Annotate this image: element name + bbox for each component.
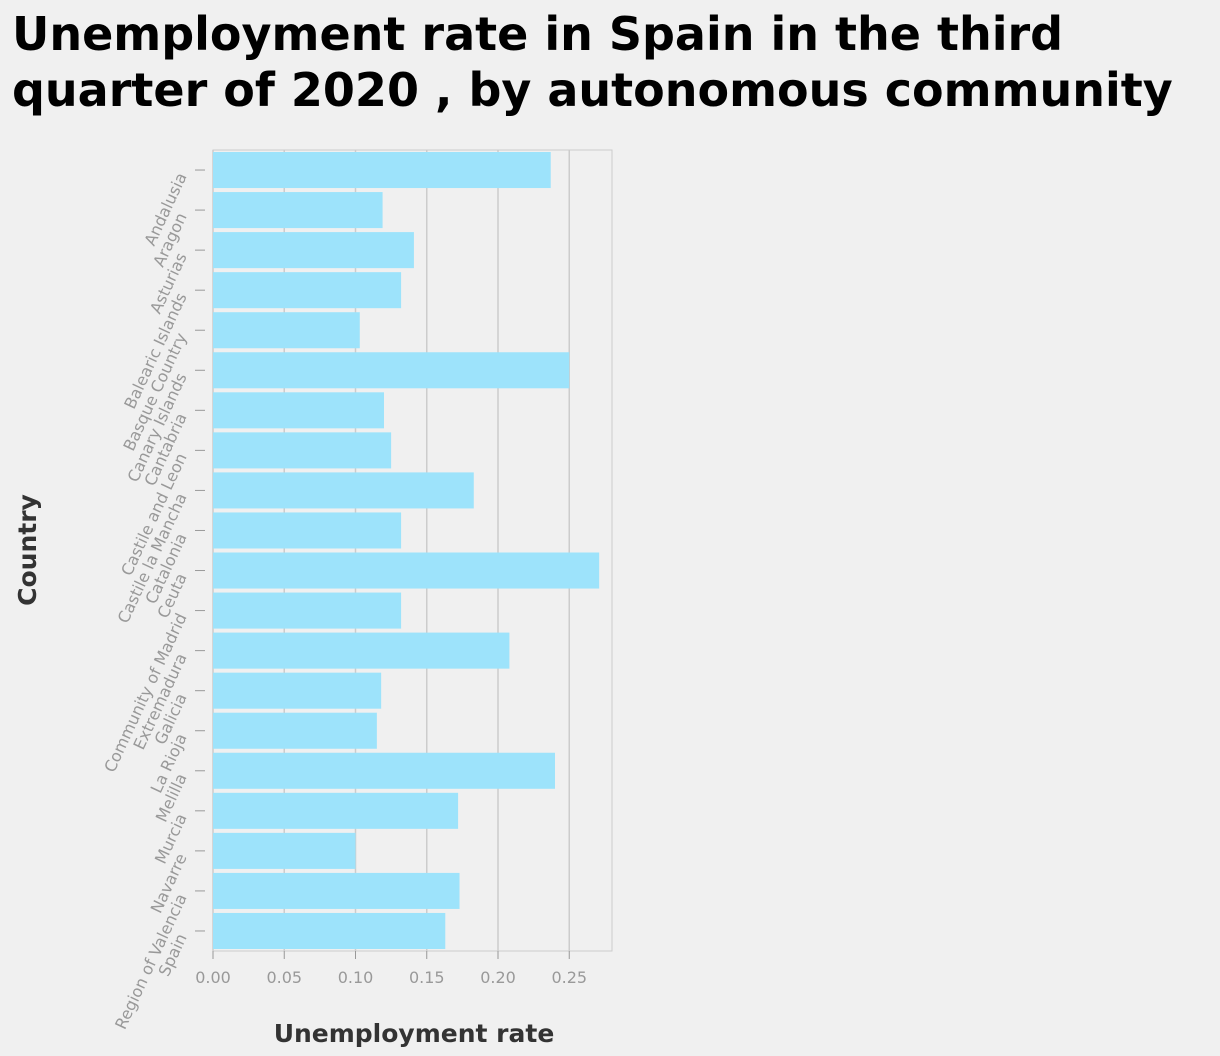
bars bbox=[213, 152, 600, 949]
bar-extremadura bbox=[213, 632, 510, 669]
bar-ceuta bbox=[213, 552, 600, 589]
bar-asturias bbox=[213, 232, 414, 269]
y-axis-title: Country bbox=[13, 494, 42, 606]
x-tick-label: 0.25 bbox=[551, 968, 587, 987]
bar-melilla bbox=[213, 752, 555, 789]
bar-spain bbox=[213, 912, 446, 949]
bar-region-of-valencia bbox=[213, 872, 460, 909]
bar-castile-and-leon bbox=[213, 432, 392, 469]
x-tick-label: 0.20 bbox=[480, 968, 516, 987]
bar-community-of-madrid bbox=[213, 592, 402, 629]
bar-galicia bbox=[213, 672, 382, 709]
bar-murcia bbox=[213, 792, 459, 829]
bar-castile-la-mancha bbox=[213, 472, 474, 509]
bar-balearic-islands bbox=[213, 272, 402, 309]
bar-andalusia bbox=[213, 152, 551, 189]
bar-canary-islands bbox=[213, 352, 570, 389]
bar-navarre bbox=[213, 832, 356, 869]
bar-catalonia bbox=[213, 512, 402, 549]
x-tick-label: 0.00 bbox=[195, 968, 231, 987]
chart-title: Unemployment rate in Spain in the third … bbox=[12, 7, 1173, 117]
x-axis-ticks: 0.00 0.05 0.10 0.15 0.20 0.25 bbox=[195, 951, 587, 987]
bar-cantabria bbox=[213, 392, 384, 429]
x-tick-label: 0.15 bbox=[409, 968, 445, 987]
x-axis-title: Unemployment rate bbox=[274, 1019, 555, 1048]
x-tick-label: 0.10 bbox=[338, 968, 374, 987]
bar-basque-country bbox=[213, 312, 360, 349]
x-tick-label: 0.05 bbox=[266, 968, 302, 987]
plot-frame bbox=[212, 149, 613, 952]
bar-la-rioja bbox=[213, 712, 377, 749]
bar-aragon bbox=[213, 192, 383, 229]
grid bbox=[212, 149, 613, 952]
